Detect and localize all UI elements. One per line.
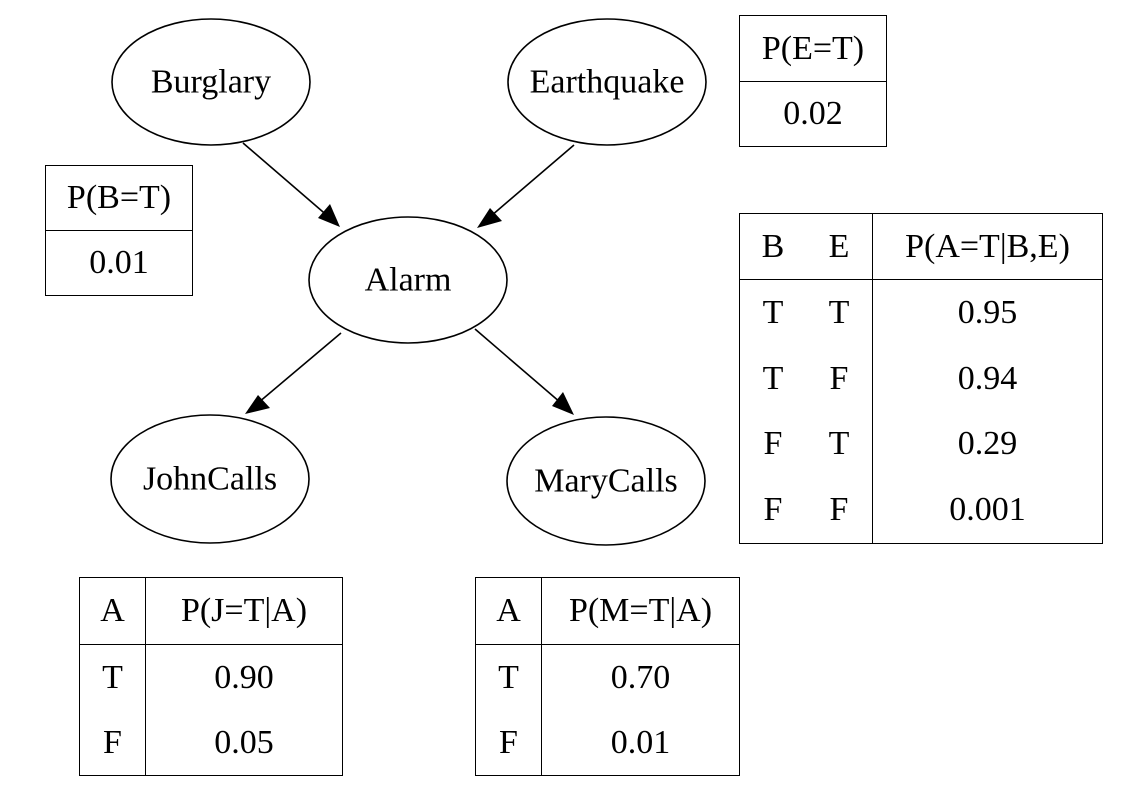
- cpt-earthquake-header: P(E=T): [740, 16, 887, 82]
- cpt-marycalls-header-a: A: [476, 578, 542, 645]
- cpt-alarm-cell: F: [740, 477, 807, 543]
- cpt-johncalls-cell: 0.05: [146, 710, 343, 776]
- cpt-alarm-cell: T: [806, 280, 873, 346]
- cpt-johncalls: A P(J=T|A) T 0.90 F 0.05: [79, 577, 343, 776]
- cpt-johncalls-cell: F: [80, 710, 146, 776]
- cpt-johncalls-header-a: A: [80, 578, 146, 645]
- node-label-johncalls: JohnCalls: [143, 461, 277, 498]
- node-earthquake: Earthquake: [508, 19, 706, 145]
- cpt-alarm-header-prob: P(A=T|B,E): [873, 214, 1103, 280]
- cpt-alarm-cell: T: [740, 346, 807, 412]
- cpt-marycalls-header-prob: P(M=T|A): [542, 578, 740, 645]
- cpt-marycalls-cell: 0.01: [542, 710, 740, 776]
- arrowhead-alarm-marycalls: [552, 392, 574, 415]
- cpt-alarm-cell: 0.94: [873, 346, 1103, 412]
- cpt-alarm-cell: 0.001: [873, 477, 1103, 543]
- cpt-burglary-header: P(B=T): [46, 166, 193, 231]
- node-alarm: Alarm: [309, 217, 507, 343]
- node-johncalls: JohnCalls: [111, 415, 309, 543]
- cpt-alarm-cell: F: [740, 411, 807, 477]
- edge-alarm-marycalls: [475, 329, 568, 409]
- cpt-alarm-cell: T: [806, 411, 873, 477]
- cpt-johncalls-cell: 0.90: [146, 645, 343, 711]
- arrowhead-earthquake-alarm: [477, 208, 502, 228]
- edge-burglary-alarm: [243, 143, 337, 224]
- node-label-alarm: Alarm: [365, 262, 452, 299]
- cpt-earthquake: P(E=T) 0.02: [739, 15, 887, 147]
- cpt-alarm-cell: F: [806, 477, 873, 543]
- cpt-johncalls-header-prob: P(J=T|A): [146, 578, 343, 645]
- cpt-alarm: B E P(A=T|B,E) T T 0.95 T F 0.94 F T 0.2…: [739, 213, 1103, 544]
- cpt-marycalls-cell: T: [476, 645, 542, 711]
- edge-alarm-johncalls: [252, 333, 341, 408]
- node-marycalls: MaryCalls: [507, 417, 705, 545]
- node-label-earthquake: Earthquake: [530, 64, 685, 101]
- cpt-alarm-row: T T 0.95: [740, 280, 1103, 346]
- cpt-marycalls-cell: 0.70: [542, 645, 740, 711]
- cpt-alarm-header-b: B: [740, 214, 807, 280]
- cpt-alarm-cell: T: [740, 280, 807, 346]
- edge-earthquake-alarm: [484, 145, 574, 222]
- node-burglary: Burglary: [112, 19, 310, 145]
- cpt-alarm-row: F T 0.29: [740, 411, 1103, 477]
- cpt-marycalls: A P(M=T|A) T 0.70 F 0.01: [475, 577, 740, 776]
- cpt-alarm-cell: 0.95: [873, 280, 1103, 346]
- cpt-alarm-row: T F 0.94: [740, 346, 1103, 412]
- cpt-marycalls-cell: F: [476, 710, 542, 776]
- arrowhead-burglary-alarm: [318, 204, 340, 227]
- cpt-johncalls-row: F 0.05: [80, 710, 343, 776]
- cpt-alarm-row: F F 0.001: [740, 477, 1103, 543]
- cpt-burglary-value: 0.01: [46, 231, 193, 296]
- cpt-earthquake-value: 0.02: [740, 82, 887, 147]
- node-label-burglary: Burglary: [151, 64, 271, 101]
- node-label-marycalls: MaryCalls: [534, 463, 678, 500]
- cpt-burglary: P(B=T) 0.01: [45, 165, 193, 296]
- cpt-johncalls-row: T 0.90: [80, 645, 343, 711]
- cpt-alarm-cell: 0.29: [873, 411, 1103, 477]
- cpt-alarm-cell: F: [806, 346, 873, 412]
- cpt-marycalls-row: F 0.01: [476, 710, 740, 776]
- arrowhead-alarm-johncalls: [245, 395, 270, 414]
- cpt-johncalls-cell: T: [80, 645, 146, 711]
- cpt-marycalls-row: T 0.70: [476, 645, 740, 711]
- cpt-alarm-header-e: E: [806, 214, 873, 280]
